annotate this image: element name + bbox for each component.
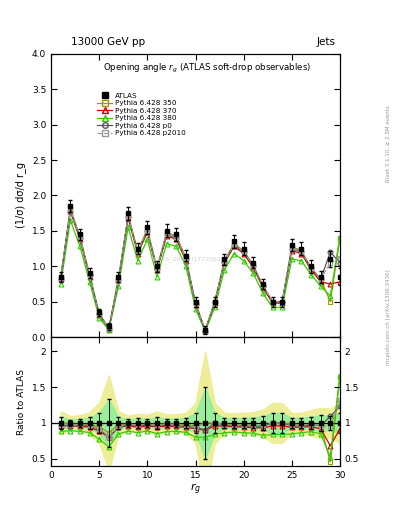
Legend: ATLAS, Pythia 6.428 350, Pythia 6.428 370, Pythia 6.428 380, Pythia 6.428 p0, Py: ATLAS, Pythia 6.428 350, Pythia 6.428 37… [95,91,187,138]
Y-axis label: (1/σ) dσ/d r_g: (1/σ) dσ/d r_g [15,162,26,228]
X-axis label: $r_g$: $r_g$ [190,481,201,497]
Y-axis label: Ratio to ATLAS: Ratio to ATLAS [17,369,26,435]
Text: 13000 GeV pp: 13000 GeV pp [71,37,145,47]
Text: Rivet 3.1.10, ≥ 2.5M events: Rivet 3.1.10, ≥ 2.5M events [386,105,391,182]
Text: ATLAS_2019_I1772062: ATLAS_2019_I1772062 [151,257,222,262]
Text: Opening angle $r_g$ (ATLAS soft-drop observables): Opening angle $r_g$ (ATLAS soft-drop obs… [103,62,311,75]
Text: mcplots.cern.ch [arXiv:1306.3436]: mcplots.cern.ch [arXiv:1306.3436] [386,270,391,365]
Text: Jets: Jets [317,37,336,47]
